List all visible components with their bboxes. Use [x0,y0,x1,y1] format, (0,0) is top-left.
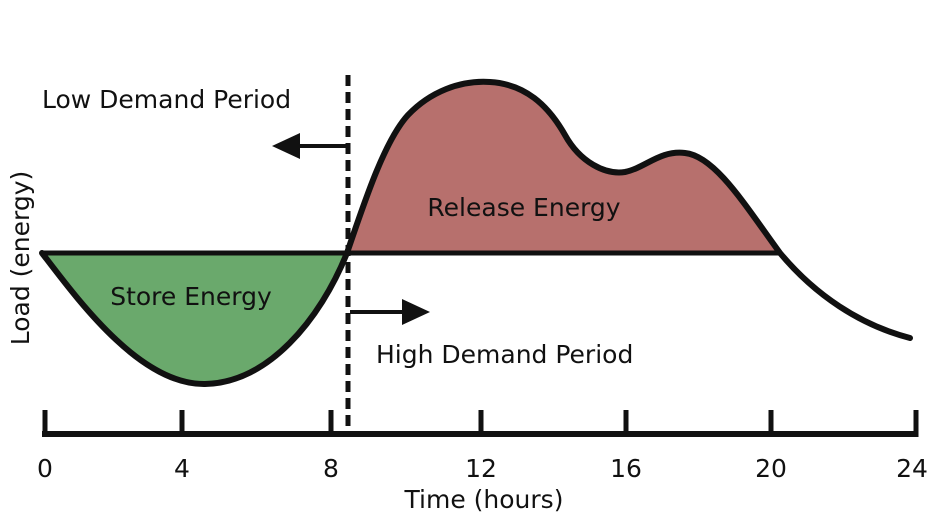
x-tick-label: 20 [755,454,787,483]
x-tick-label: 0 [37,454,53,483]
right-arrow-icon [350,299,430,325]
release-energy-label: Release Energy [427,193,620,222]
store-energy-region [42,253,347,385]
y-axis-title: Load (energy) [6,171,35,346]
x-axis-title: Time (hours) [404,485,564,514]
load-curve [39,78,913,388]
left-arrow-icon [272,133,346,159]
x-tick-label: 4 [174,454,190,483]
x-tick-label: 24 [896,454,928,483]
high-demand-label: High Demand Period [376,340,633,369]
release-energy-region [347,81,780,253]
x-tick-label: 8 [323,454,339,483]
low-demand-label: Low Demand Period [42,85,291,114]
x-axis: 0 4 8 12 16 20 24 [37,410,928,483]
x-tick-label: 12 [465,454,497,483]
store-energy-label: Store Energy [110,282,272,311]
x-tick-label: 16 [610,454,642,483]
